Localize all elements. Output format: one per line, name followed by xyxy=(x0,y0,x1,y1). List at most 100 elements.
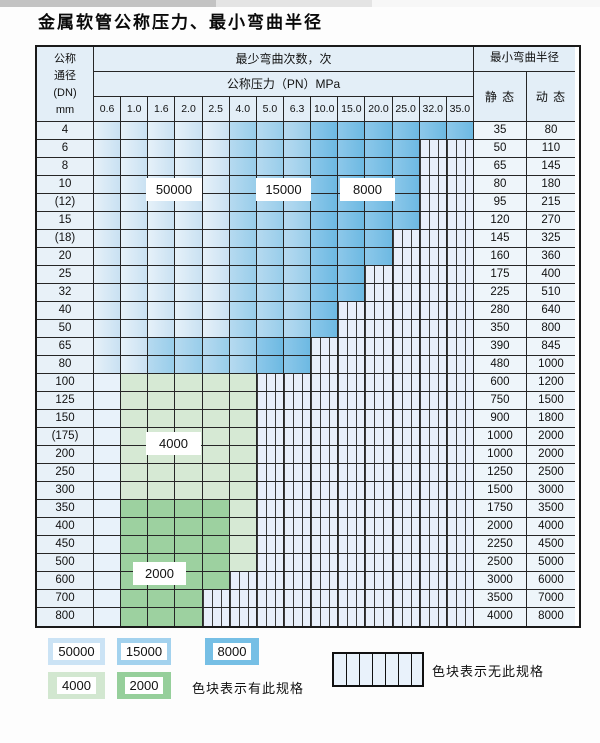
spec-cell-50000 xyxy=(175,212,203,230)
spec-cell-8000 xyxy=(338,140,366,158)
dynamic-radius-cell: 145 xyxy=(526,158,575,176)
dynamic-radius-cell: 640 xyxy=(526,302,575,320)
spec-cell-4000 xyxy=(202,482,230,500)
spec-cell-50000 xyxy=(202,230,230,248)
no-spec-cell xyxy=(446,230,474,248)
spec-cell-50000 xyxy=(94,500,122,518)
spec-cell-2000 xyxy=(175,536,203,554)
spec-cell-4000 xyxy=(121,464,149,482)
spec-cell-4000 xyxy=(148,392,176,410)
static-radius-cell: 1500 xyxy=(473,482,527,500)
no-spec-cell xyxy=(419,320,447,338)
corner-header-line: 通径 xyxy=(54,69,76,82)
spec-cell-15000 xyxy=(229,212,257,230)
spec-cell-4000 xyxy=(229,518,257,536)
spec-cell-2000 xyxy=(202,554,230,572)
spec-cell-50000 xyxy=(94,194,122,212)
no-spec-cell xyxy=(392,518,420,536)
no-spec-cell xyxy=(256,446,284,464)
spec-cell-50000 xyxy=(94,572,122,590)
no-spec-cell xyxy=(419,176,447,194)
dynamic-radius-cell: 215 xyxy=(526,194,575,212)
corner-header-line: 公称 xyxy=(54,52,76,65)
spec-cell-4000 xyxy=(148,482,176,500)
table-row: 350 1750 3500 xyxy=(37,500,579,518)
static-radius-cell: 50 xyxy=(473,140,527,158)
no-spec-cell xyxy=(229,572,257,590)
no-spec-cell xyxy=(202,608,230,626)
spec-cell-2000 xyxy=(121,500,149,518)
spec-cell-4000 xyxy=(229,464,257,482)
dn-cell: 80 xyxy=(37,356,94,374)
spec-cell-50000 xyxy=(202,176,230,194)
table-row: 600 3000 6000 xyxy=(37,572,579,590)
no-spec-cell xyxy=(446,302,474,320)
pressure-column-label: 6.3 xyxy=(283,97,312,122)
dynamic-column-header: 动 态 xyxy=(527,72,575,122)
spec-cell-8000 xyxy=(392,194,420,212)
spec-cell-50000 xyxy=(175,122,203,140)
spec-cell-15000 xyxy=(256,284,284,302)
spec-table: 公称 通径 (DN) mm 最少弯曲次数，次 最小弯曲半径 公称压力（PN）MPa 静… xyxy=(35,45,581,628)
spec-cell-4000 xyxy=(229,536,257,554)
spec-cell-4000 xyxy=(121,446,149,464)
no-spec-cell xyxy=(419,608,447,626)
no-spec-cell xyxy=(311,410,339,428)
spec-cell-50000 xyxy=(94,302,122,320)
no-spec-cell xyxy=(419,482,447,500)
table-row: 125 750 1500 xyxy=(37,392,579,410)
bend-cycles-header: 最少弯曲次数，次 xyxy=(94,47,474,72)
spec-cell-8000 xyxy=(311,122,339,140)
dn-cell: 20 xyxy=(37,248,94,266)
legend-available-note: 色块表示有此规格 xyxy=(192,681,305,696)
spec-cell-50000 xyxy=(121,320,149,338)
spec-cell-2000 xyxy=(121,590,149,608)
legend-swatch-4000: 4000 xyxy=(48,672,105,699)
spec-cell-50000 xyxy=(121,248,149,266)
spec-cell-50000 xyxy=(121,122,149,140)
spec-cell-15000 xyxy=(229,176,257,194)
dynamic-radius-cell: 400 xyxy=(526,266,575,284)
spec-cell-50000 xyxy=(175,284,203,302)
no-spec-cell xyxy=(419,230,447,248)
no-spec-cell xyxy=(311,608,339,626)
no-spec-cell xyxy=(419,410,447,428)
no-spec-cell xyxy=(392,230,420,248)
dn-cell: 150 xyxy=(37,410,94,428)
no-spec-cell xyxy=(311,374,339,392)
spec-cell-50000 xyxy=(121,194,149,212)
pressure-column-label: 5.0 xyxy=(256,97,284,122)
no-spec-cell xyxy=(338,590,366,608)
spec-cell-15000 xyxy=(283,248,312,266)
table-row: 250 1250 2500 xyxy=(37,464,579,482)
dynamic-radius-cell: 510 xyxy=(526,284,575,302)
spec-cell-15000 xyxy=(229,284,257,302)
spec-cell-4000 xyxy=(175,410,203,428)
no-spec-cell xyxy=(446,374,474,392)
pressure-column-label: 4.0 xyxy=(229,97,257,122)
dn-cell: 15 xyxy=(37,212,94,230)
pressure-column-label: 25.0 xyxy=(392,97,420,122)
spec-cell-50000 xyxy=(94,248,122,266)
table-row: 50 350 800 xyxy=(37,320,579,338)
dynamic-radius-cell: 3500 xyxy=(526,500,575,518)
static-radius-cell: 3500 xyxy=(473,590,527,608)
table-row: 20 160 360 xyxy=(37,248,579,266)
spec-cell-8000 xyxy=(365,212,393,230)
spec-cell-15000 xyxy=(256,158,284,176)
no-spec-cell xyxy=(283,428,312,446)
no-spec-cell xyxy=(365,572,393,590)
table-row: 800 4000 8000 xyxy=(37,608,579,626)
spec-cell-15000 xyxy=(256,302,284,320)
spec-cell-8000 xyxy=(392,140,420,158)
spec-cell-8000 xyxy=(311,140,339,158)
no-spec-cell xyxy=(446,518,474,536)
dn-cell: 32 xyxy=(37,284,94,302)
spec-cell-50000 xyxy=(94,356,122,374)
spec-cell-8000 xyxy=(392,212,420,230)
legend-swatch-label: 8000 xyxy=(212,643,252,660)
no-spec-cell xyxy=(311,500,339,518)
spec-cell-50000 xyxy=(175,302,203,320)
no-spec-cell xyxy=(365,374,393,392)
spec-cell-8000 xyxy=(338,266,366,284)
